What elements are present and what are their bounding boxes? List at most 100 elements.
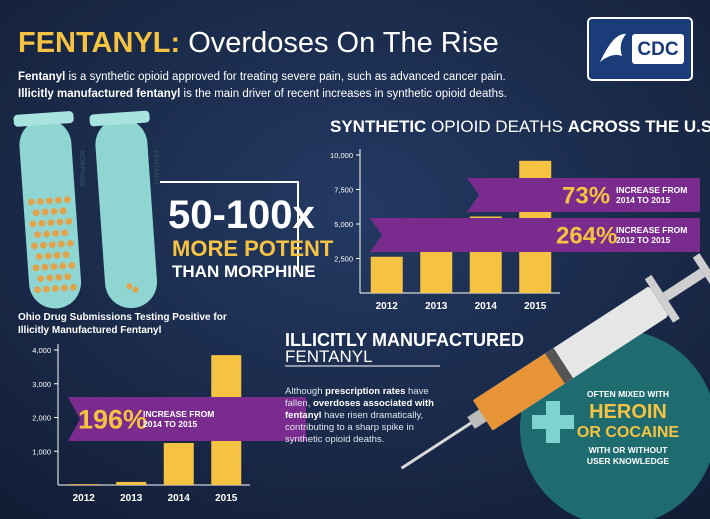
x-tick-label: 2014 xyxy=(168,493,191,504)
tube-group xyxy=(13,111,82,309)
y-tick-label: 2,500 xyxy=(334,255,353,264)
section-subheading: FENTANYL xyxy=(285,347,373,366)
rich-text: SYNTHETIC OPIOID DEATHS ACROSS THE U.S. xyxy=(330,117,710,136)
plunger-rod xyxy=(662,268,706,301)
section-heading: ILLICITLY MANUFACTURED xyxy=(285,330,524,350)
logo-emblem xyxy=(600,33,626,62)
morphine-dot xyxy=(61,284,68,292)
mixed-text: OR COCAINE xyxy=(577,424,680,441)
morphine-dot xyxy=(57,240,65,248)
fentanyl-dot xyxy=(132,286,139,293)
tube-label: MORPHINE xyxy=(78,150,85,188)
tube-rim xyxy=(89,110,150,127)
needle xyxy=(400,420,474,470)
y-tick-label: 4,000 xyxy=(32,346,51,355)
fentanyl-dot xyxy=(126,283,133,290)
bracket xyxy=(160,181,299,270)
bar xyxy=(116,481,147,485)
bold-text: prescription rates xyxy=(325,386,405,397)
x-tick-label: 2012 xyxy=(73,493,96,504)
morphine-dot xyxy=(32,264,40,272)
y-tick-label: 3,000 xyxy=(32,380,51,389)
normal-text: is the main driver of recent increases i… xyxy=(180,88,507,100)
chart-title: Illicitly Manufactured Fentanyl xyxy=(18,325,162,336)
bold-text: ACROSS THE U.S. xyxy=(568,117,710,136)
logo-text: CDC xyxy=(637,39,678,60)
plunger-seal xyxy=(545,347,574,384)
morphine-dot xyxy=(56,218,64,226)
bold-text: FENTANYL: xyxy=(18,27,180,59)
annotation-text: INCREASE FROM xyxy=(143,409,214,419)
morphine-dot xyxy=(46,274,54,282)
x-tick-label: 2015 xyxy=(524,301,547,312)
annotation-text: 2014 TO 2015 xyxy=(143,419,197,429)
ribbon xyxy=(370,218,700,252)
rich-text: FENTANYL: Overdoses On The Rise xyxy=(18,27,499,59)
normal-text: Overdoses On The Rise xyxy=(180,27,499,59)
morphine-dot xyxy=(34,286,41,294)
y-tick-label: 10,000 xyxy=(330,151,353,160)
bar xyxy=(163,442,194,485)
x-tick-label: 2013 xyxy=(425,301,448,312)
morphine-dot xyxy=(68,261,76,269)
tube-label: FENTANYL xyxy=(152,150,159,188)
morphine-dot xyxy=(65,218,73,225)
annotation-value: 73% xyxy=(562,183,610,210)
annotation-text: INCREASE FROM xyxy=(616,225,687,235)
normal-text: have xyxy=(405,386,428,397)
bold-text: fentanyl xyxy=(285,410,321,421)
potency-line2: THAN MORPHINE xyxy=(172,262,316,281)
mixed-text: HEROIN xyxy=(589,401,667,423)
normal-text: fallen, xyxy=(285,398,313,409)
mixed-text: WITH OR WITHOUT xyxy=(589,445,669,455)
morphine-dots xyxy=(27,196,77,294)
bar xyxy=(420,250,453,293)
morphine-dot xyxy=(36,197,44,205)
ribbon xyxy=(68,397,306,441)
morphine-dot xyxy=(70,283,77,291)
normal-text: synthetic opioid deaths. xyxy=(285,434,384,445)
tube xyxy=(19,118,82,309)
needle-hub xyxy=(467,409,487,429)
y-tick-label: 2,000 xyxy=(32,414,51,423)
morphine-dot xyxy=(41,208,49,216)
morphine-dot xyxy=(45,197,53,205)
logo-badge xyxy=(632,34,684,64)
rich-text: Fentanyl is a synthetic opioid approved … xyxy=(18,71,506,83)
morphine-dot xyxy=(32,209,40,217)
annotation-value: 196% xyxy=(78,405,147,435)
morphine-dot xyxy=(34,231,42,239)
y-tick-label: 5,000 xyxy=(334,220,353,229)
morphine-dot xyxy=(43,285,50,293)
tube xyxy=(95,118,158,309)
normal-text: is a synthetic opioid approved for treat… xyxy=(65,71,505,83)
mixed-text: USER KNOWLEDGE xyxy=(587,456,670,466)
x-tick-label: 2014 xyxy=(475,301,498,312)
morphine-dot xyxy=(47,219,55,227)
potency-line1: MORE POTENT xyxy=(172,236,334,261)
morphine-dot xyxy=(52,285,59,292)
annotation-text: 2012 TO 2015 xyxy=(616,235,670,245)
bold-text: Fentanyl xyxy=(18,71,65,83)
morphine-dot xyxy=(61,229,68,237)
rich-text: fallen, overdoses associated with xyxy=(285,398,434,409)
chart-title: Ohio Drug Submissions Testing Positive f… xyxy=(18,312,227,323)
rich-text: contributing to a sharp spike in xyxy=(285,422,414,433)
annotation-text: INCREASE FROM xyxy=(616,185,687,195)
x-tick-label: 2015 xyxy=(215,493,238,504)
potency-multiplier: 50-100x xyxy=(168,193,315,237)
mixed-text: OFTEN MIXED WITH xyxy=(587,389,669,399)
morphine-dot xyxy=(38,219,46,227)
morphine-dot xyxy=(44,252,52,260)
bold-text: SYNTHETIC xyxy=(330,117,426,136)
morphine-dot xyxy=(31,242,38,250)
morphine-dot xyxy=(52,229,60,237)
plus-sign xyxy=(532,401,574,443)
rich-text: synthetic opioid deaths. xyxy=(285,434,384,445)
x-tick-label: 2012 xyxy=(376,301,399,312)
morphine-dot xyxy=(50,263,58,270)
morphine-dot xyxy=(37,275,45,282)
tube-group xyxy=(89,110,158,309)
morphine-dot xyxy=(29,220,37,228)
